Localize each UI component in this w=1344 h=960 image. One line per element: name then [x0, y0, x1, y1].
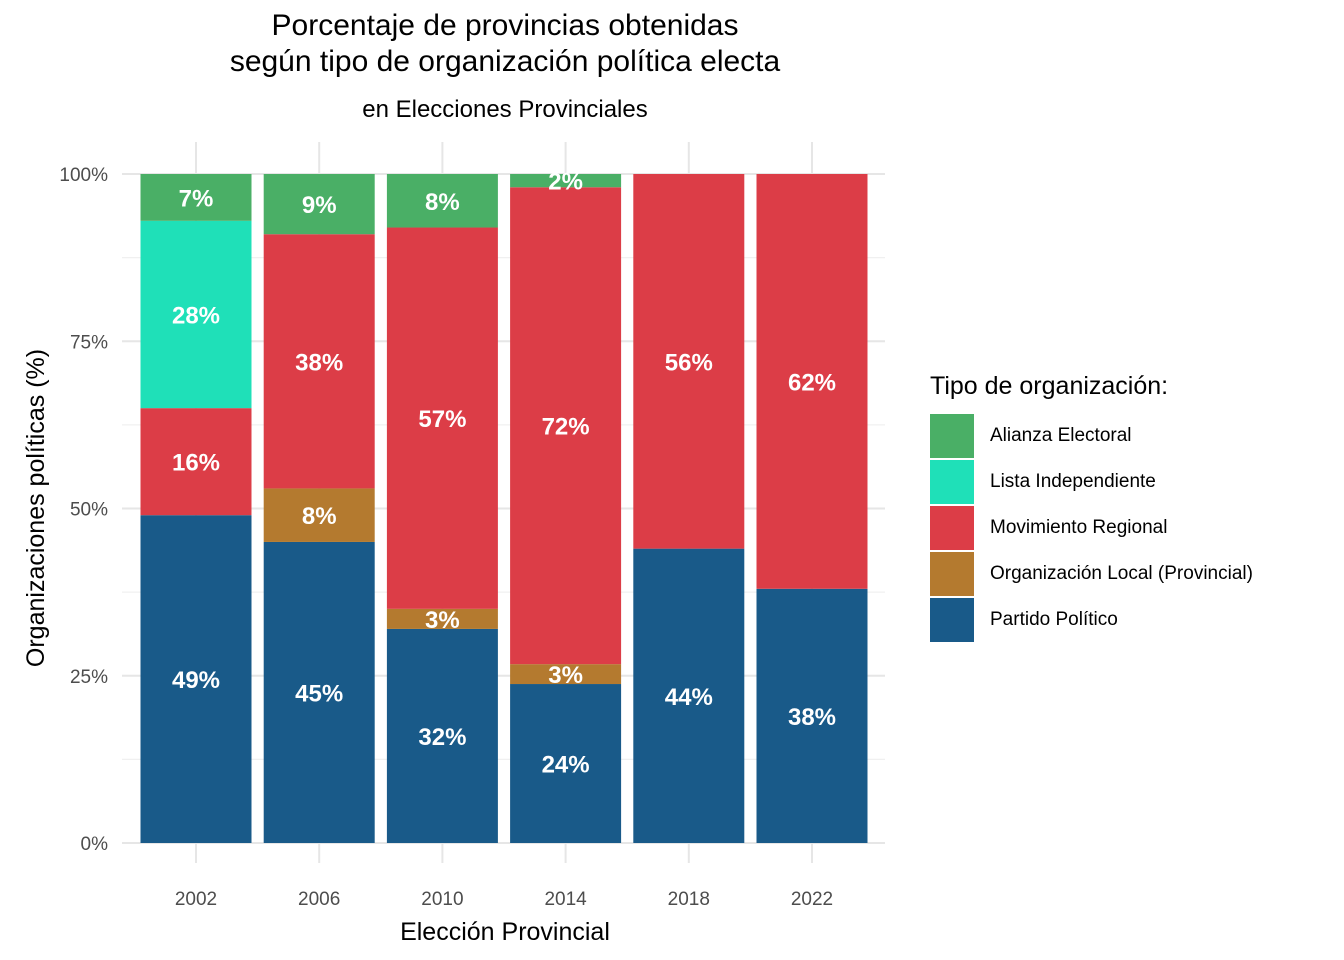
bar-label: 45% [295, 680, 343, 707]
y-tick-label: 100% [59, 165, 108, 186]
y-tick-label: 25% [70, 667, 108, 688]
chart-title: Porcentaje de provincias obtenidas según… [0, 8, 1010, 80]
bar-segment [140, 515, 252, 843]
bar-segment [756, 174, 868, 589]
legend-label: Alianza Electoral [990, 425, 1132, 446]
bar-label: 7% [179, 185, 214, 212]
bar-segment [263, 234, 375, 489]
bar-label: 9% [302, 192, 337, 219]
x-tick-label: 2002 [175, 889, 217, 910]
x-tick-label: 2010 [421, 889, 463, 910]
legend-item: Organización Local (Provincial) [930, 551, 1253, 597]
legend-item: Partido Político [930, 597, 1253, 643]
y-axis-title: Organizaciones políticas (%) [22, 349, 50, 667]
legend-item: Lista Independiente [930, 459, 1253, 505]
bar-segment [140, 220, 252, 409]
y-tick-label: 75% [70, 332, 108, 353]
bar-segment [510, 664, 622, 685]
legend-swatch [930, 552, 974, 596]
bar-label: 38% [788, 704, 836, 731]
bar-label: 56% [665, 349, 713, 376]
x-axis-title: Elección Provincial [400, 918, 610, 946]
bar-segment [510, 174, 622, 188]
bar-segment [140, 408, 252, 516]
chart-title-line-2: según tipo de organización política elec… [229, 45, 781, 78]
x-tick-label: 2014 [544, 889, 587, 910]
legend-swatch [930, 506, 974, 550]
bar-label: 28% [172, 302, 220, 329]
bar-label: 32% [418, 724, 466, 751]
bar-segment [386, 174, 498, 228]
bar-segment [140, 174, 252, 221]
bar-segment [263, 541, 375, 843]
legend-label: Lista Independiente [990, 471, 1156, 492]
bar-segment [386, 227, 498, 609]
bar-label: 8% [302, 503, 337, 530]
y-tick-label: 50% [70, 500, 108, 521]
bar-label: 3% [425, 607, 460, 634]
bar-label: 3% [548, 662, 583, 689]
y-axis: 0% 25% 50% 75% 100% [59, 165, 108, 855]
bar-label: 8% [425, 189, 460, 216]
bar-label: 16% [172, 450, 220, 477]
bars [140, 174, 868, 843]
legend-label: Movimiento Regional [990, 517, 1168, 538]
legend-label: Organización Local (Provincial) [990, 563, 1253, 584]
bar-label: 44% [665, 684, 713, 711]
legend-swatch [930, 598, 974, 642]
x-tick-label: 2018 [668, 889, 710, 910]
bar-label: 24% [542, 752, 590, 779]
bar-segment [510, 187, 622, 665]
bar-segment [633, 174, 745, 549]
bar-segment [386, 628, 498, 843]
legend-item: Movimiento Regional [930, 505, 1253, 551]
bar-segment [263, 488, 375, 542]
legend-title: Tipo de organización: [930, 372, 1169, 400]
chart-title-line-1: Porcentaje de provincias obtenidas [271, 9, 739, 42]
legend-item: Alianza Electoral [930, 413, 1253, 459]
bar-labels: 49% 16% 28% 7% 45% 8% 38% 9% 32% 3% 57% 8% 24% 3% 72% 2… [172, 169, 836, 779]
bar-label: 2% [548, 169, 583, 196]
bar-segment [756, 588, 868, 843]
x-tick-label: 2022 [791, 889, 833, 910]
bar-label: 57% [418, 406, 466, 433]
x-axis: 2002 2006 2010 2014 2018 2022 [175, 889, 833, 910]
bar-label: 38% [295, 349, 343, 376]
bar-segment [510, 684, 622, 843]
legend-label: Partido Político [990, 609, 1118, 630]
legend: Tipo de organización: Alianza Electoral L… [930, 372, 1253, 643]
bar-label: 49% [172, 667, 220, 694]
chart-subtitle: en Elecciones Provinciales [362, 96, 648, 123]
bar-label: 62% [788, 369, 836, 396]
bar-segment [263, 174, 375, 235]
x-tick-label: 2006 [298, 889, 340, 910]
legend-swatch [930, 414, 974, 458]
bar-label: 72% [542, 414, 590, 441]
legend-swatch [930, 460, 974, 504]
y-tick-label: 0% [81, 834, 109, 855]
bar-segment [386, 608, 498, 629]
legend-items: Alianza Electoral Lista Independiente Movi… [930, 413, 1253, 643]
bar-segment [633, 548, 745, 843]
